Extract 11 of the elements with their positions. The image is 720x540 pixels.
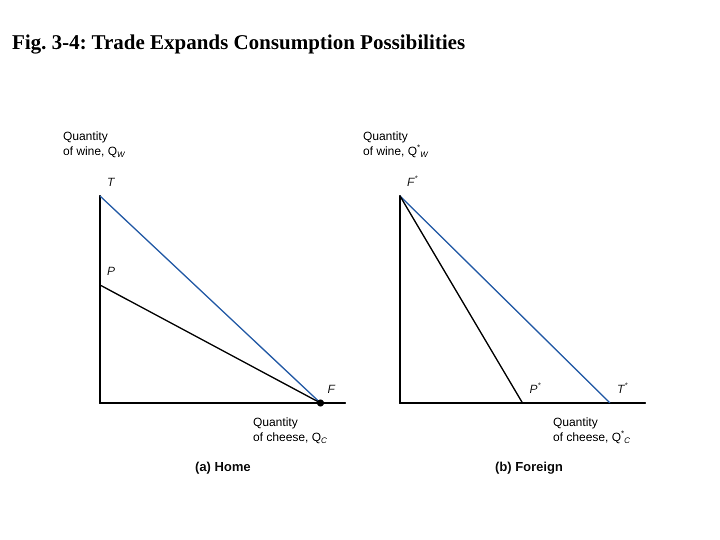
annotation: T* (617, 381, 628, 396)
text: F* (407, 174, 418, 189)
annotation: P (107, 264, 116, 278)
text: (a) Home (195, 459, 251, 474)
annotation: F (328, 382, 336, 396)
chart-title: Fig. 3-4: Trade Expands Consumption Possibilities (12, 30, 466, 55)
text: (b) Foreign (495, 459, 563, 474)
annotation: P* (530, 381, 542, 396)
y-axis-title: Quantity of wine, Q*W (363, 129, 430, 159)
text: T (107, 175, 116, 189)
x-axis-title: Quantity of cheese, Q*C (553, 415, 630, 445)
